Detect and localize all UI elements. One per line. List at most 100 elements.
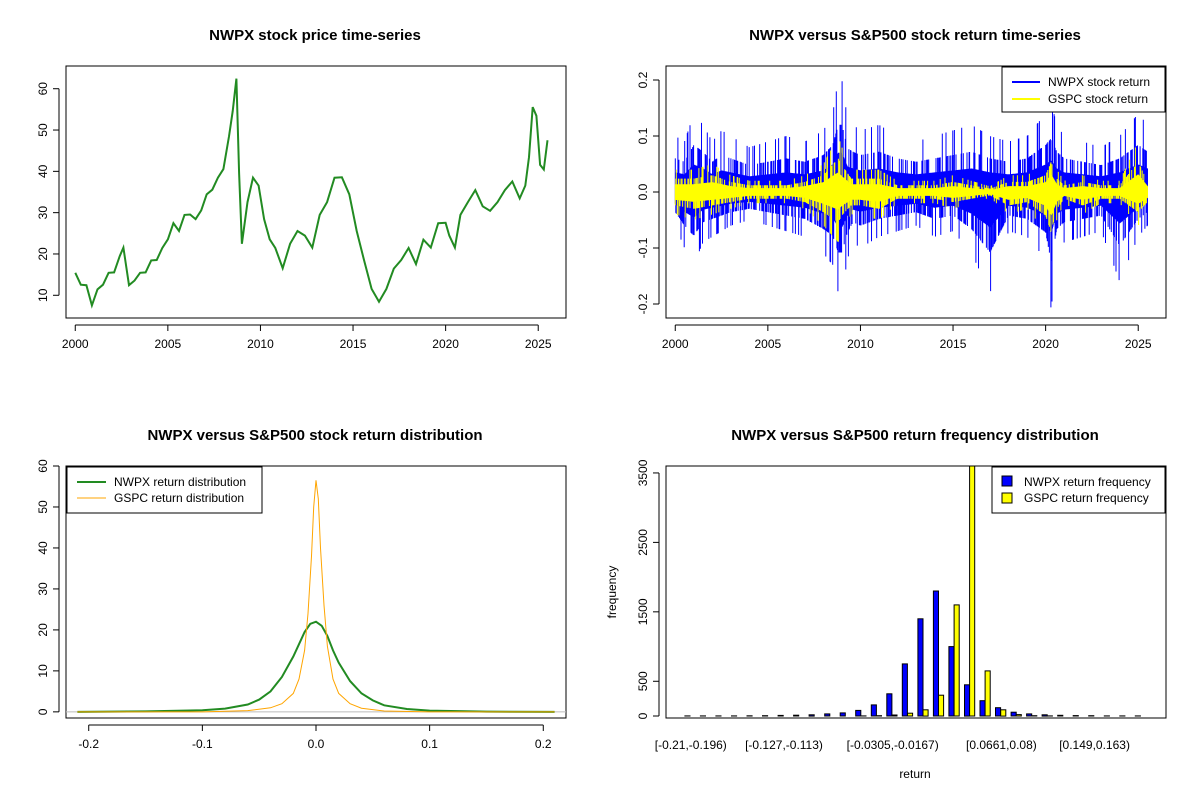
y-tick-label: 20 [36,247,50,261]
x-tick-label: [-0.21,-0.196) [655,738,727,752]
x-tick-label: [-0.127,-0.113) [745,738,823,752]
nwpx-density-curve [77,620,555,713]
nwpx-frequency-bar [995,707,1002,717]
nwpx-frequency-bar [932,590,940,717]
plot-frame [65,465,567,719]
y-tick-label: 50 [36,123,50,137]
y-tick-label: -0.2 [636,293,650,314]
x-tick-label: 2025 [1125,337,1152,351]
y-tick-label: 20 [36,623,50,637]
y-tick-label: 2500 [636,529,650,556]
price-time-series-panel: NWPX stock price time-series 2000 2005 201… [36,27,567,351]
x-tick-label: 2010 [847,337,874,351]
nwpx-frequency-bar [886,693,893,717]
y-tick-label: 30 [36,206,50,220]
legend-box [66,466,263,514]
plot-frame [665,465,1167,719]
nwpx-frequency-bar [839,712,846,717]
y-tick-label: 10 [36,664,50,678]
nwpx-frequency-bar [964,684,971,717]
return-frequency-panel: NWPX versus S&P500 return frequency dist… [605,427,1167,781]
gspc-frequency-bar [953,604,960,717]
legend: NWPX stock return GSPC stock return [1001,66,1166,113]
nwpx-frequency-bar [1026,713,1033,717]
panel-title: NWPX stock price time-series [209,27,421,44]
nwpx-frequency-bar [901,663,908,717]
nwpx-frequency-bar [917,618,924,717]
nwpx-frequency-bar [855,709,862,717]
gspc-frequency-bar [1015,714,1022,717]
nwpx-frequency-bar [1057,714,1064,717]
nwpx-frequency-bar [777,714,784,717]
y-tick-label: 1500 [636,598,650,625]
gspc-frequency-bar [969,465,976,717]
x-tick-label: 2005 [755,337,782,351]
panel-title: NWPX versus S&P500 stock return time-ser… [749,27,1081,44]
x-tick-label: 2020 [432,337,459,351]
y-tick-label: 0.0 [636,183,650,200]
y-tick-label: 30 [36,582,50,596]
y-tick-label: 500 [636,671,650,691]
nwpx-frequency-bar [979,700,986,717]
x-axis-label: return [899,767,930,781]
x-tick-label: 2015 [340,337,367,351]
x-tick-label: 2010 [247,337,274,351]
plot-frame [65,65,567,319]
x-tick-label: 2000 [662,337,689,351]
legend: NWPX return frequency GSPC return freque… [991,466,1166,514]
legend-box [991,466,1166,514]
x-tick-label: 0.1 [421,737,438,751]
gspc-frequency-bar [984,670,991,717]
y-tick-label: 60 [36,459,50,473]
y-axis-label: frequency [605,566,619,619]
x-tick-label: 2000 [62,337,89,351]
legend-box [1001,66,1166,113]
legend-swatch-gspc [1001,492,1013,504]
panel-title: NWPX versus S&P500 return frequency dist… [731,427,1099,444]
plot-frame [665,65,1167,319]
y-tick-label: 0 [636,712,650,719]
gspc-frequency-bar [938,694,945,717]
nwpx-frequency-bar [1010,711,1017,717]
x-tick-label: 0.2 [535,737,552,751]
gspc-frequency-bar [891,714,898,717]
gspc-density-curve [77,480,555,713]
gspc-frequency-bar [907,712,914,717]
y-tick-label: 0.1 [636,127,650,144]
y-tick-label: -0.1 [636,237,650,258]
return-distribution-panel: NWPX versus S&P500 stock return distribu… [36,427,567,751]
gspc-return-series [674,141,1148,242]
y-tick-label: 0.2 [636,71,650,88]
y-tick-label: 10 [36,288,50,302]
nwpx-frequency-bar [1041,714,1048,717]
nwpx-frequency-bar [948,646,955,717]
y-tick-label: 3500 [636,459,650,486]
x-tick-label: 2005 [155,337,182,351]
return-time-series-panel: NWPX versus S&P500 stock return time-ser… [636,27,1167,351]
y-tick-label: 40 [36,541,50,555]
nwpx-frequency-bar [793,714,800,717]
x-tick-label: 2025 [525,337,552,351]
x-tick-label: [0.0661,0.08) [966,738,1037,752]
x-tick-label: [0.149,0.163) [1059,738,1130,752]
y-tick-label: 60 [36,82,50,96]
x-tick-label: 0.0 [308,737,325,751]
legend-label-gspc: GSPC return frequency [1024,491,1149,505]
y-tick-label: 40 [36,164,50,178]
y-tick-label: 0 [36,708,50,715]
x-tick-label: 2015 [940,337,967,351]
legend-label-nwpx: NWPX stock return [1048,75,1150,89]
gspc-frequency-bar [1000,709,1007,717]
x-tick-label: -0.1 [192,737,213,751]
legend-label-nwpx: NWPX return distribution [114,475,246,489]
nwpx-frequency-bar [824,713,831,717]
x-tick-label: 2020 [1032,337,1059,351]
nwpx-frequency-bar [808,714,815,717]
legend-label-gspc: GSPC return distribution [114,491,244,505]
nwpx-frequency-bar [870,704,877,717]
x-tick-label: [-0.0305,-0.0167) [847,738,939,752]
nwpx-price-line [74,78,549,309]
legend-swatch-nwpx [1001,475,1013,487]
legend-label-nwpx: NWPX return frequency [1024,475,1151,489]
legend: NWPX return distribution GSPC return dis… [66,466,263,514]
